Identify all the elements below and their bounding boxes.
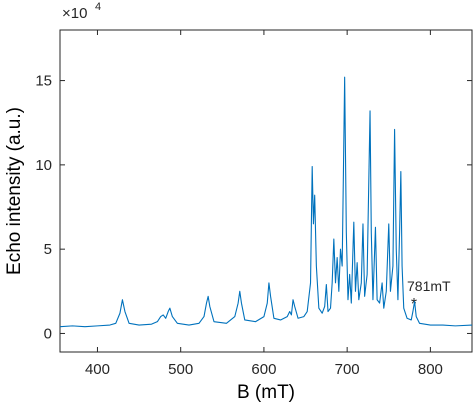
x-tick-label: 600: [251, 361, 276, 378]
y-axis-label: Echo intensity (a.u.): [4, 107, 25, 275]
x-tick-label: 700: [335, 361, 360, 378]
x-tick-label: 500: [168, 361, 193, 378]
x-axis-label: B (mT): [237, 382, 295, 403]
y-tick-label: 0: [44, 325, 52, 342]
x-tick-label: 400: [85, 361, 110, 378]
plot-frame: [59, 29, 473, 353]
x-tick-label: 800: [418, 361, 443, 378]
y-multiplier: ×10: [62, 5, 87, 22]
y-multiplier-exponent: 4: [95, 1, 101, 13]
annotation-label: 781mT: [407, 278, 451, 294]
y-tick-label: 5: [44, 241, 52, 258]
y-tick-label: 10: [35, 157, 52, 174]
data-line: [59, 76, 473, 328]
y-tick-label: 15: [35, 73, 52, 90]
